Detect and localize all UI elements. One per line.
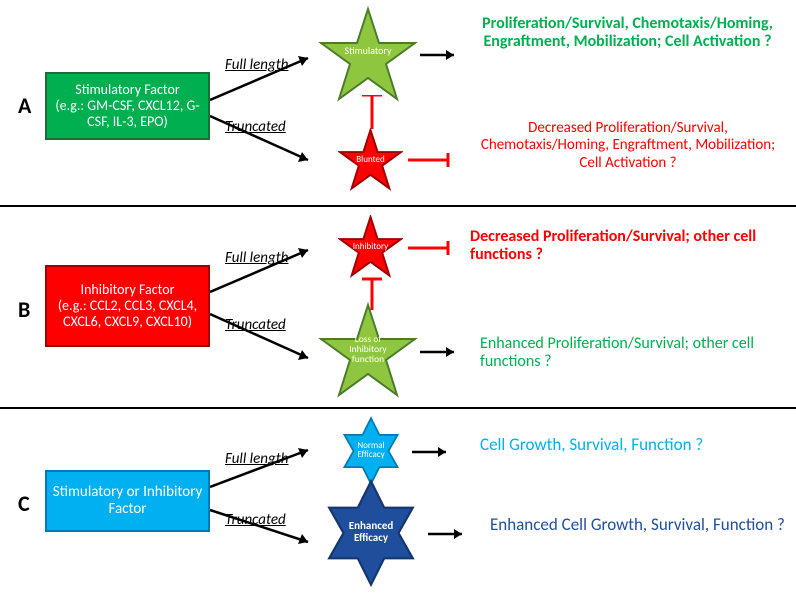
panel-b-outcome-upper: Decreased Proliferation/Survival; other …: [470, 228, 790, 265]
panel-c-star-lower: [316, 478, 426, 588]
panel-c-outcome-lower: Enhanced Cell Growth, Survival, Function…: [490, 515, 790, 535]
panel-a-label: A: [18, 92, 31, 119]
panel-c-label: C: [18, 490, 30, 517]
panel-c-arrow-upper-label: Full length: [225, 450, 288, 468]
panel-a-arrow-lower-label: Truncated: [225, 118, 286, 136]
panel-a-box-title: Stimulatory Factor: [75, 82, 179, 98]
panel-b-arrow-upper: [210, 232, 330, 302]
panel-a-star-lower: [338, 128, 403, 193]
panel-a-outcome-upper: Proliferation/Survival, Chemotaxis/Homin…: [475, 15, 780, 52]
panel-b-box-sub: (e.g.: CCL2, CCL3, CXCL4, CXCL6, CXCL9, …: [51, 298, 204, 330]
divider-ab: [0, 205, 796, 207]
panel-c-factor-box: Stimulatory or Inhibitory Factor: [45, 470, 210, 532]
panel-a-tbar-vertical: [362, 95, 382, 135]
panel-b-outcome-lower: Enhanced Proliferation/Survival; other c…: [480, 335, 785, 372]
panel-b-star-upper: [338, 215, 403, 280]
panel-b-arrow-upper-label: Full length: [225, 249, 288, 267]
panel-a-box-sub: (e.g.: GM-CSF, CXCL12, G-CSF, IL-3, EPO): [51, 98, 204, 130]
panel-a-out-arrow-upper: [420, 47, 465, 63]
panel-b-star-lower: [318, 302, 418, 402]
panel-b-out-tbar-upper: [408, 240, 458, 256]
panel-b-label: B: [18, 296, 30, 323]
panel-b-arrow-lower-label: Truncated: [225, 316, 286, 334]
panel-b-out-arrow-lower: [420, 344, 465, 360]
panel-a-arrow-upper: [210, 40, 330, 110]
panel-a-arrow-upper-label: Full length: [225, 56, 288, 74]
panel-b-tbar-vertical: [362, 276, 382, 310]
panel-b-box-title: Inhibitory Factor: [81, 282, 175, 298]
panel-a-outcome-lower: Decreased Proliferation/Survival, Chemot…: [468, 120, 788, 172]
divider-bc: [0, 407, 796, 409]
panel-b-factor-box: Inhibitory Factor (e.g.: CCL2, CCL3, CXC…: [45, 265, 210, 347]
panel-a-factor-box: Stimulatory Factor (e.g.: GM-CSF, CXCL12…: [45, 72, 210, 140]
panel-c-outcome-upper: Cell Growth, Survival, Function ?: [480, 435, 780, 455]
panel-c-out-arrow-upper: [412, 444, 457, 460]
panel-c-box-title: Stimulatory or Inhibitory Factor: [51, 484, 204, 519]
panel-c-arrow-lower-label: Truncated: [225, 511, 286, 529]
panel-a-star-upper: [318, 6, 418, 106]
panel-c-star-upper: [336, 416, 406, 486]
panel-c-out-arrow-lower: [428, 526, 473, 542]
diagram-canvas: A B C Stimulatory Factor (e.g.: GM-CSF, …: [0, 0, 796, 595]
panel-a-out-tbar-lower: [408, 152, 458, 168]
